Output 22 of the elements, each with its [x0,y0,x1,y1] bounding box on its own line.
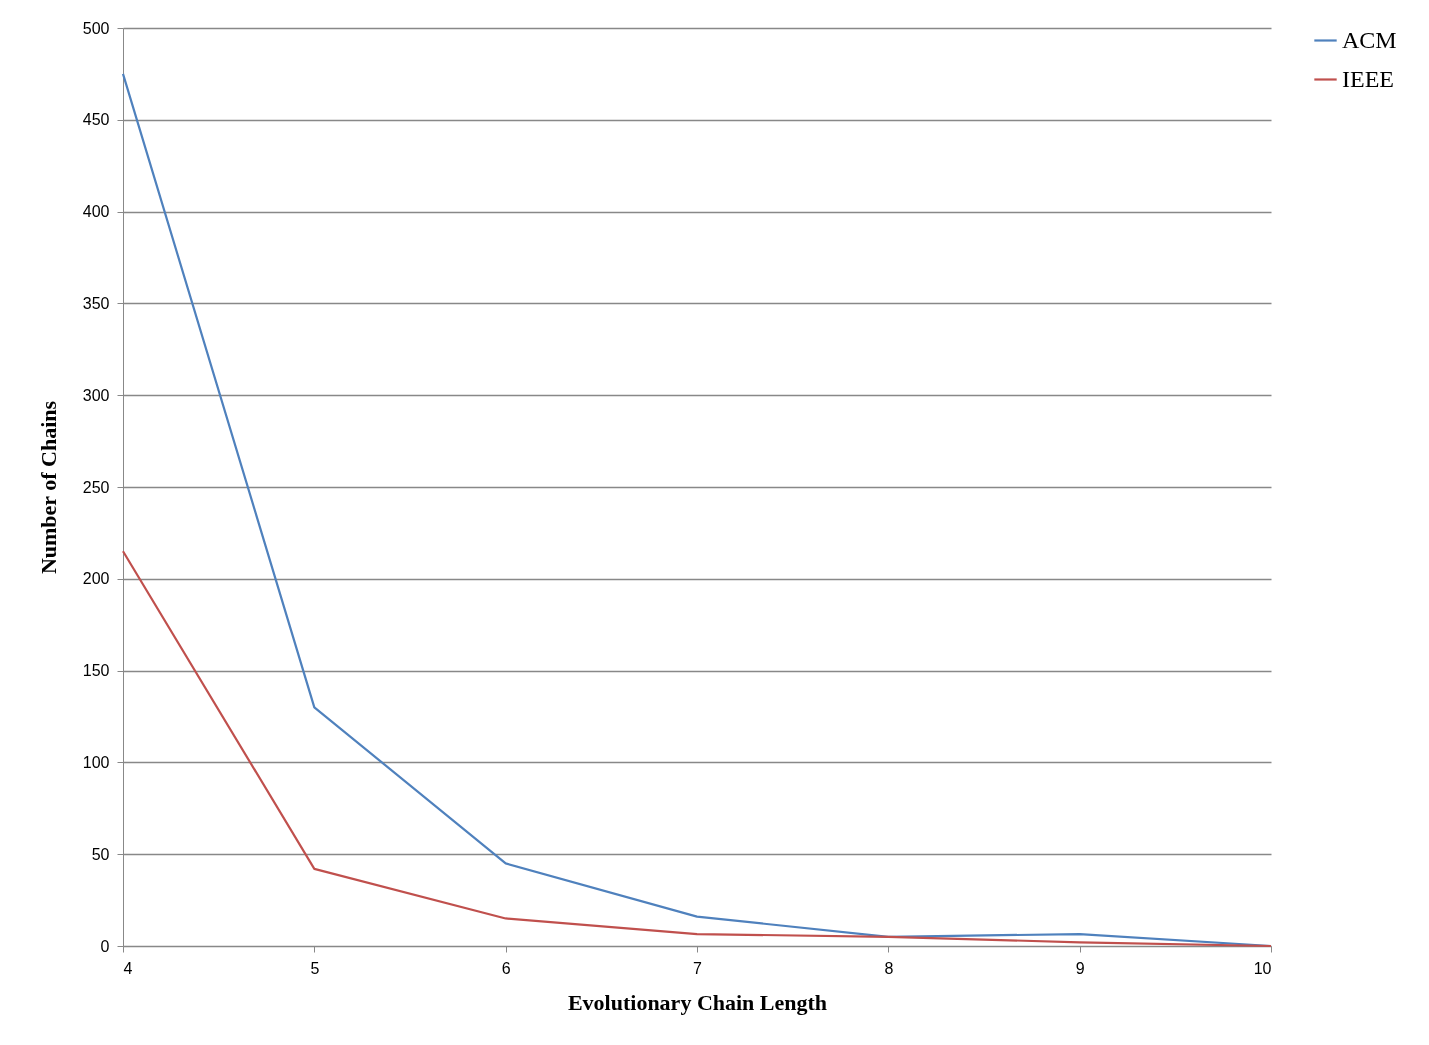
y-tick-label: 150 [82,662,110,680]
y-tick-label: 0 [100,937,110,955]
y-tick-label: 200 [82,570,110,588]
y-axis-title: Number of Chains [35,400,61,575]
y-tick-label: 300 [82,386,110,404]
x-tick-label: 6 [501,959,511,977]
y-tick-label: 500 [82,19,110,37]
x-tick-label: 7 [693,959,703,977]
y-tick-label: 250 [82,478,110,496]
x-tick-label: 5 [310,959,320,977]
legend-label: ACM [1342,26,1397,53]
x-tick-label: 9 [1075,959,1085,977]
x-tick-label: 8 [884,959,894,977]
y-tick-label: 350 [82,294,110,312]
x-tick-label: 10 [1253,959,1272,977]
y-tick-label: 50 [91,845,110,863]
x-axis-title: Evolutionary Chain Length [567,989,828,1015]
y-tick-label: 400 [82,203,110,221]
y-tick-label: 450 [82,111,110,129]
legend-label: IEEE [1342,65,1394,92]
y-tick-label: 100 [82,753,110,771]
x-tick-label: 4 [123,959,133,977]
